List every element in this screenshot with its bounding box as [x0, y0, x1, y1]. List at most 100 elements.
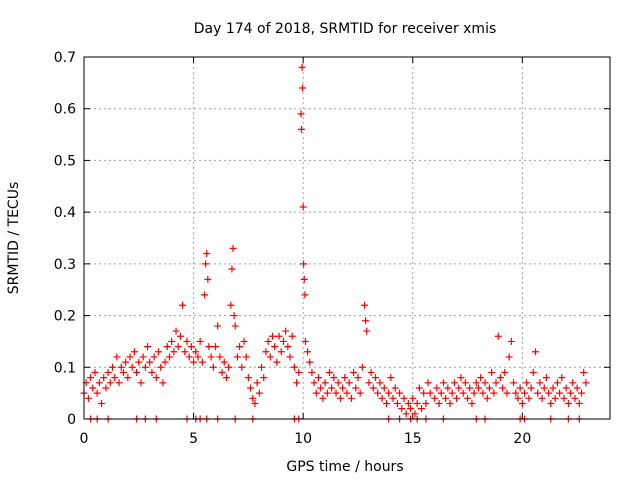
data-point: [529, 368, 537, 376]
data-point: [204, 275, 212, 283]
data-point: [553, 379, 561, 387]
data-point: [187, 343, 195, 351]
data-point: [418, 405, 426, 413]
data-point: [117, 363, 125, 371]
y-tick-label: 0: [67, 412, 76, 428]
data-point: [490, 389, 498, 397]
x-tick-label: 5: [189, 431, 198, 447]
data-point: [420, 389, 428, 397]
data-point: [240, 337, 248, 345]
data-point: [545, 389, 553, 397]
data-point: [518, 399, 526, 407]
data-point: [275, 332, 283, 340]
data-point: [439, 379, 447, 387]
data-point: [179, 301, 187, 309]
data-point: [216, 353, 224, 361]
data-point: [212, 343, 219, 351]
data-point: [91, 368, 99, 376]
data-point: [450, 379, 458, 387]
data-point: [233, 353, 241, 361]
data-point: [161, 358, 169, 366]
data-point: [155, 348, 163, 356]
data-point: [483, 394, 491, 402]
data-point: [334, 379, 342, 387]
tick-marks: [83, 56, 610, 420]
data-point: [300, 275, 308, 283]
data-point: [442, 394, 450, 402]
data-point: [374, 389, 382, 397]
data-point: [481, 379, 489, 387]
data-point: [157, 363, 165, 371]
data-point: [479, 389, 487, 397]
data-point: [100, 374, 108, 382]
data-point: [339, 384, 347, 392]
data-point: [230, 312, 238, 320]
data-point: [562, 384, 570, 392]
data-point: [192, 348, 200, 356]
data-point: [304, 348, 312, 356]
data-point: [402, 410, 410, 418]
data-point: [306, 358, 314, 366]
data-point: [279, 337, 287, 345]
data-point: [119, 368, 127, 376]
plot-frame: [83, 56, 611, 420]
data-point: [354, 374, 362, 382]
data-point: [238, 363, 246, 371]
data-point: [152, 374, 160, 382]
data-point: [207, 353, 215, 361]
data-point: [542, 374, 550, 382]
data-point: [315, 374, 323, 382]
data-point: [558, 374, 566, 382]
data-point: [111, 374, 119, 382]
data-point: [209, 363, 217, 371]
data-point: [488, 368, 496, 376]
data-point: [222, 374, 230, 382]
data-point: [514, 394, 522, 402]
data-point: [260, 374, 268, 382]
data-point: [453, 394, 461, 402]
data-point: [172, 327, 180, 335]
data-point: [551, 394, 559, 402]
data-point: [350, 368, 358, 376]
data-point: [387, 374, 395, 382]
data-point: [150, 353, 158, 361]
data-point: [347, 394, 355, 402]
data-point: [459, 389, 467, 397]
x-tick-label: 0: [80, 431, 89, 447]
data-point: [472, 379, 480, 387]
y-tick-label: 0.7: [54, 50, 76, 66]
data-point: [301, 291, 309, 299]
data-point: [242, 353, 250, 361]
data-point: [214, 322, 222, 330]
data-point: [575, 399, 583, 407]
data-point: [431, 394, 439, 402]
data-point: [108, 363, 116, 371]
y-tick-label: 0.6: [54, 102, 76, 118]
data-point: [181, 348, 189, 356]
x-tick-labels: 0 5 10 15 20: [80, 431, 532, 447]
data-point: [444, 384, 452, 392]
data-point: [137, 379, 145, 387]
y-tick-label: 0.3: [54, 257, 76, 273]
data-point: [268, 332, 276, 340]
y-tick-label: 0.5: [54, 153, 76, 169]
data-point: [510, 379, 518, 387]
data-point: [135, 358, 143, 366]
data-point: [220, 358, 228, 366]
data-point: [126, 353, 134, 361]
data-point: [87, 374, 95, 382]
data-point: [228, 265, 236, 273]
x-tick-label: 10: [294, 431, 312, 447]
data-point: [492, 379, 500, 387]
data-point: [247, 384, 255, 392]
data-point: [352, 384, 360, 392]
data-point: [295, 368, 303, 376]
data-point: [371, 374, 379, 382]
data-point: [356, 389, 364, 397]
data-point: [227, 301, 235, 309]
data-point: [317, 384, 325, 392]
data-point: [190, 358, 198, 366]
data-point: [521, 389, 529, 397]
data-point: [104, 368, 112, 376]
data-point: [205, 343, 213, 351]
